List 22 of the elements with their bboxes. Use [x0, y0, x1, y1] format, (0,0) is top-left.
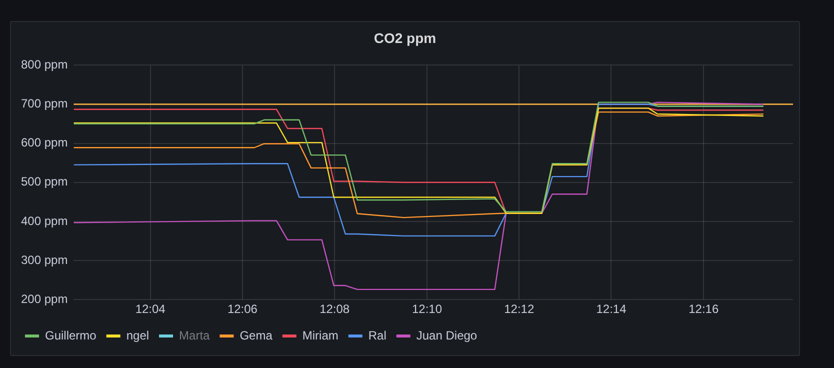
chart-title: CO2 ppm: [372, 30, 438, 46]
y-tick-label: 700 ppm: [20, 96, 68, 111]
x-tick-label: 12:04: [135, 302, 166, 316]
legend-label: Juan Diego: [416, 328, 478, 342]
legend-label: Guillermo: [45, 328, 97, 342]
legend-label: Miriam: [302, 328, 338, 342]
y-tick-label: 200 ppm: [20, 292, 68, 306]
x-tick-label: 12:14: [596, 302, 627, 316]
legend-label: Marta: [179, 328, 210, 342]
legend-label: Ral: [368, 328, 386, 342]
y-tick-label: 400 ppm: [20, 214, 68, 228]
y-tick-label: 300 ppm: [20, 252, 68, 267]
x-tick-label: 12:12: [504, 302, 534, 316]
y-tick-label: 800 ppm: [20, 58, 68, 72]
x-tick-label: 12:16: [688, 302, 719, 316]
legend-label: ngel: [126, 328, 150, 342]
x-tick-label: 12:06: [227, 302, 258, 316]
x-tick-label: 12:08: [320, 302, 350, 316]
y-tick-label: 600 ppm: [20, 136, 68, 150]
x-tick-label: 12:10: [412, 302, 442, 316]
y-tick-label: 500 ppm: [20, 174, 68, 189]
legend-label: Gema: [240, 328, 273, 342]
